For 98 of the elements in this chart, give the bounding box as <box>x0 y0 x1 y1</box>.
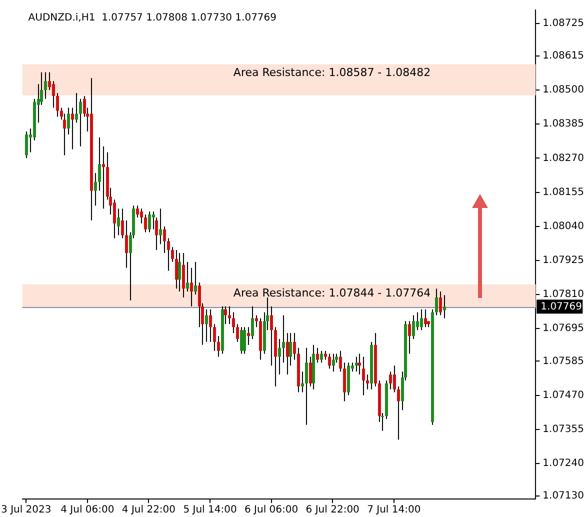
candlestick <box>186 261 189 292</box>
candlestick <box>163 226 166 254</box>
candlestick <box>282 314 285 364</box>
y-tick-label: 1.07925 <box>542 255 584 266</box>
candlestick <box>343 362 346 402</box>
candlestick <box>52 80 55 108</box>
candlestick <box>167 238 170 272</box>
candlestick <box>270 306 273 366</box>
candlestick <box>316 347 319 364</box>
candlestick <box>94 172 97 206</box>
y-tick-label: 1.07470 <box>542 390 584 401</box>
y-tick-label: 1.08270 <box>542 152 584 164</box>
candlestick <box>435 288 438 316</box>
candlestick <box>79 98 82 147</box>
ref-line-label: 1.07769 <box>540 301 582 312</box>
candlestick <box>98 136 101 192</box>
candlestick <box>63 113 66 156</box>
candlestick <box>159 208 162 245</box>
candlestick <box>136 205 139 218</box>
candlestick <box>171 246 174 262</box>
candlestick <box>102 146 105 210</box>
y-tick-label: 1.07130 <box>542 490 584 502</box>
x-tick-label: 5 Jul 14:00 <box>183 504 237 516</box>
candlestick <box>25 131 28 159</box>
candlestick <box>366 374 369 390</box>
chart-title: AUDNZD.i,H1 1.07757 1.07808 1.07730 1.07769 <box>28 12 277 24</box>
candlestick <box>121 208 124 239</box>
candlestick <box>213 324 216 352</box>
y-tick-label: 1.08040 <box>542 220 584 232</box>
candlestick <box>209 308 212 342</box>
candlestick <box>439 291 442 316</box>
y-tick-label: 1.08385 <box>542 118 584 130</box>
candlestick <box>286 332 289 376</box>
y-tick-label: 1.07240 <box>542 458 584 470</box>
candlestick <box>443 294 446 319</box>
candlestick <box>320 350 323 364</box>
candlestick <box>424 308 427 328</box>
y-tick-label: 1.08725 <box>542 18 584 29</box>
candlestick <box>56 92 59 118</box>
candlestick <box>71 107 74 150</box>
candlestick <box>75 92 78 124</box>
candlestick <box>194 261 197 296</box>
candlestick <box>355 356 358 372</box>
candlestick <box>301 371 304 393</box>
candlestick <box>420 308 423 331</box>
candlestick <box>278 338 281 376</box>
y-tick-label: 1.08155 <box>542 186 584 198</box>
candlestick <box>362 356 365 396</box>
candlestick <box>113 199 116 239</box>
x-tick-label: 6 Jul 06:00 <box>244 504 298 516</box>
x-tick-label: 7 Jul 14:00 <box>367 504 421 516</box>
y-tick-label: 1.07355 <box>542 424 584 435</box>
candlestick <box>175 250 178 290</box>
candlestick <box>144 214 147 233</box>
candlestick <box>217 336 220 358</box>
candlestick <box>152 211 155 230</box>
y-tick-label: 1.08500 <box>542 84 584 96</box>
candlestick <box>205 308 208 342</box>
candlestick <box>247 326 250 346</box>
candlestick <box>397 386 400 440</box>
candlestick <box>332 353 335 372</box>
candlestick <box>240 326 243 354</box>
candlestick <box>328 353 331 370</box>
candlestick <box>255 314 258 328</box>
candlestick <box>412 314 415 340</box>
candlestick <box>224 306 227 325</box>
candlestick <box>293 332 296 360</box>
candlestick <box>393 365 396 393</box>
x-tick-label: 4 Jul 06:00 <box>60 504 114 516</box>
x-tick-label: 6 Jul 22:00 <box>306 504 360 516</box>
candlestick <box>309 356 312 387</box>
candlestick <box>389 371 392 390</box>
candlestick <box>148 211 151 233</box>
candlestick <box>251 306 254 340</box>
band-label: Area Resistance: 1.08587 - 1.08482 <box>233 66 431 80</box>
candlestick <box>236 324 239 342</box>
y-tick-label: 1.07695 <box>542 323 584 334</box>
candlestick <box>117 208 120 236</box>
candlestick <box>289 332 292 366</box>
band-label: Area Resistance: 1.07844 - 1.07764 <box>233 286 431 300</box>
candlestick <box>190 267 193 307</box>
candlestick <box>232 312 235 334</box>
y-tick-label: 1.07810 <box>542 289 584 300</box>
candlestick <box>305 347 308 426</box>
candlestick <box>339 350 342 372</box>
y-tick-label: 1.07585 <box>542 356 584 367</box>
y-tick-label: 1.08615 <box>542 50 584 62</box>
candlestick <box>358 353 361 376</box>
candlestick <box>125 220 128 268</box>
candlestick <box>178 252 181 292</box>
candlestick <box>44 72 47 100</box>
candlestick <box>182 252 185 298</box>
x-tick-label: 4 Jul 22:00 <box>122 504 176 516</box>
candlestick <box>67 107 70 135</box>
candlestick <box>243 326 246 354</box>
candlestick <box>140 208 143 224</box>
x-tick-label: 3 Jul 2023 <box>1 504 52 516</box>
candlestick <box>408 320 411 354</box>
